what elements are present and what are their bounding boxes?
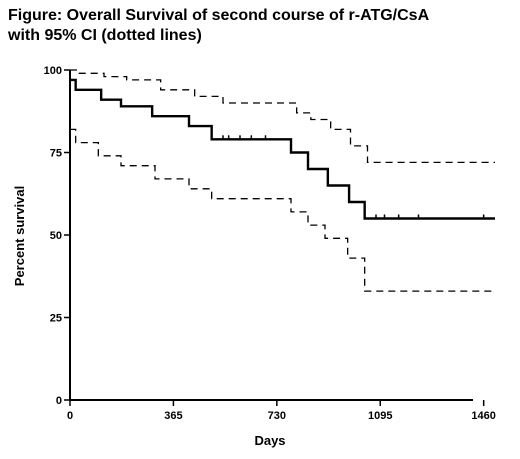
x-tick-label: 1460 [471, 410, 495, 422]
x-axis-label: Days [254, 433, 285, 448]
y-axis-label: Percent survival [12, 186, 27, 286]
chart-title-line-2: with 95% CI (dotted lines) [8, 27, 202, 44]
x-tick-label: 365 [164, 410, 182, 422]
plot-lines [70, 69, 495, 292]
x-tick-label: 0 [67, 410, 73, 422]
x-tick-label: 1095 [368, 410, 392, 422]
censor-marks [222, 135, 485, 220]
y-tick-label: 25 [50, 313, 62, 325]
survival-line [70, 78, 495, 220]
upper-ci-line [70, 69, 495, 164]
y-tick-label: 0 [56, 395, 62, 407]
axes: 0 25 50 75 100 0 365 730 1095 1460 [44, 65, 496, 422]
chart-title-line-1: Figure: Overall Survival of second cours… [8, 7, 430, 24]
chart-title: Figure: Overall Survival of second cours… [8, 6, 429, 46]
y-tick-label: 75 [50, 148, 62, 160]
lower-ci-line [70, 128, 495, 292]
x-tick-label: 730 [268, 410, 286, 422]
y-tick-label: 50 [50, 230, 62, 242]
y-tick-label: 100 [44, 65, 62, 77]
